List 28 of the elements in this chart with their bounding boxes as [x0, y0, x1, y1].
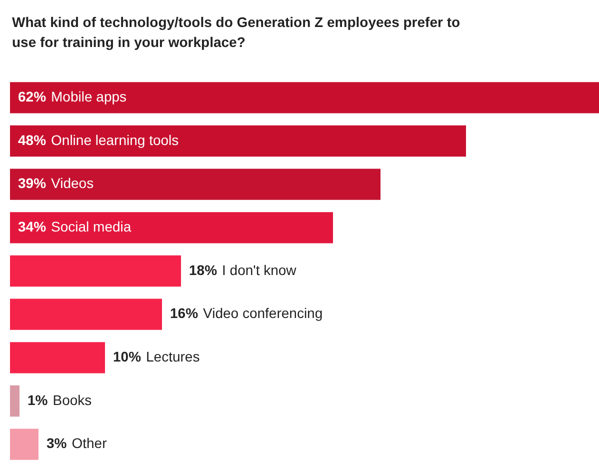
data-label: 62%: [18, 88, 47, 105]
bar: [10, 125, 466, 157]
data-label: 1%: [28, 392, 48, 408]
data-label: 34%: [18, 218, 47, 235]
bar: [10, 212, 333, 244]
bar: [10, 385, 20, 417]
data-label: 39%: [18, 175, 47, 192]
bar: [10, 428, 38, 460]
data-label: 10%: [113, 348, 142, 365]
data-label: 16%: [170, 305, 199, 322]
y-tick-label: Videos: [51, 175, 94, 192]
y-tick-label: Books: [52, 392, 92, 408]
bar: [10, 82, 599, 114]
bar: [10, 168, 380, 200]
bar: [10, 342, 105, 374]
data-label: 3%: [46, 435, 68, 452]
y-tick-label: Social media: [51, 218, 132, 235]
y-tick-label: Online learning tools: [51, 132, 179, 148]
y-tick-label: Mobile apps: [51, 88, 127, 105]
y-tick-label: Other: [72, 435, 108, 452]
bar: [10, 298, 162, 330]
y-tick-label: Lectures: [146, 348, 200, 365]
data-label: 18%: [189, 262, 218, 278]
data-label: 48%: [18, 132, 47, 148]
bar: [10, 255, 181, 287]
chart-title: What kind of technology/tools do Generation Z employees prefer to use for training in your workplace?: [12, 13, 462, 52]
y-tick-label: I don't know: [222, 262, 298, 278]
y-tick-label: Video conferencing: [203, 305, 323, 322]
